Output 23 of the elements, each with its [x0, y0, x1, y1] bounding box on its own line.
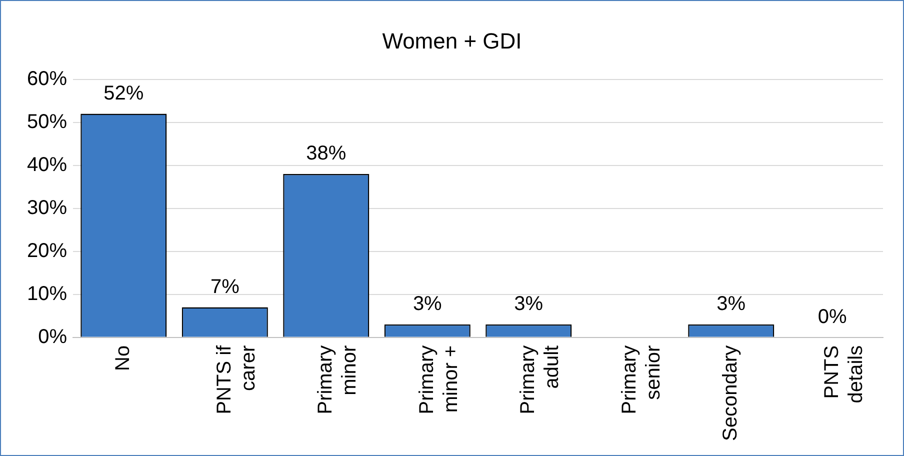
- chart-title: Women + GDI: [382, 28, 522, 54]
- x-tick-label: Primary minor: [314, 345, 361, 414]
- x-tick-label: PNTS details: [820, 345, 867, 404]
- y-tick-label: 30%: [27, 196, 68, 219]
- y-tick-label: 40%: [27, 154, 68, 176]
- data-label: 3%: [514, 293, 544, 315]
- x-tick-label: No: [112, 345, 134, 371]
- y-tick-label: 50%: [27, 110, 68, 133]
- data-label: 52%: [104, 82, 144, 104]
- x-tick-label: PNTS if carer: [213, 344, 260, 414]
- y-tick-label: 0%: [38, 326, 68, 348]
- data-label: 3%: [716, 293, 746, 315]
- data-label: 0%: [818, 306, 848, 328]
- data-label: 7%: [210, 276, 240, 298]
- x-tick-label: Secondary: [720, 345, 742, 442]
- x-tick-label: Primary senior: [618, 345, 664, 414]
- y-tick-label: 60%: [27, 68, 68, 90]
- x-tick-label: Primary minor +: [416, 345, 462, 414]
- x-tick-label: Primary adult: [517, 344, 564, 414]
- data-label: 3%: [412, 293, 442, 315]
- y-tick-label: 10%: [27, 282, 68, 305]
- y-tick-label: 20%: [27, 240, 68, 262]
- data-label: 38%: [306, 142, 346, 165]
